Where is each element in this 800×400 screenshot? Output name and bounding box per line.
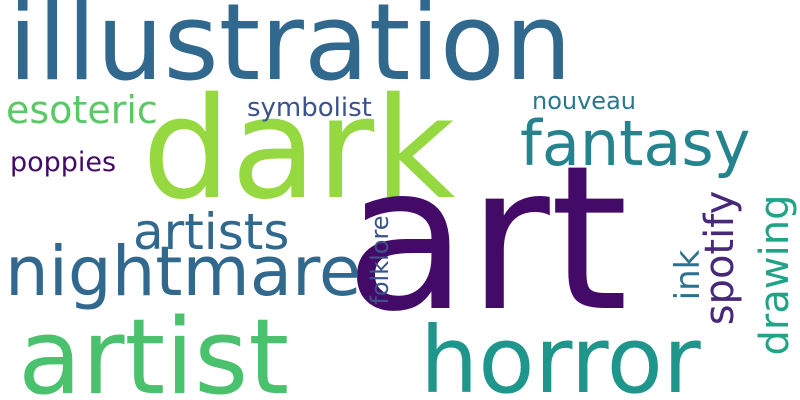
word-artist: artist <box>18 296 290 400</box>
word-fantasy: fantasy <box>520 107 751 180</box>
word-dark: dark <box>142 68 456 231</box>
word-esoteric: esoteric <box>6 88 158 132</box>
word-drawing: drawing <box>752 194 798 356</box>
word-folklore: folklore <box>366 215 394 305</box>
word-artists: artists <box>133 203 290 261</box>
word-nightmare: nightmare <box>5 232 362 312</box>
word-spotify: spotify <box>697 190 743 326</box>
word-horror: horror <box>420 307 701 400</box>
word-symbolist: symbolist <box>247 93 372 123</box>
word-poppies: poppies <box>10 147 117 178</box>
word-art: art <box>345 123 629 356</box>
word-nouveau: nouveau <box>532 87 636 115</box>
word-illustration: illustration <box>8 0 572 104</box>
